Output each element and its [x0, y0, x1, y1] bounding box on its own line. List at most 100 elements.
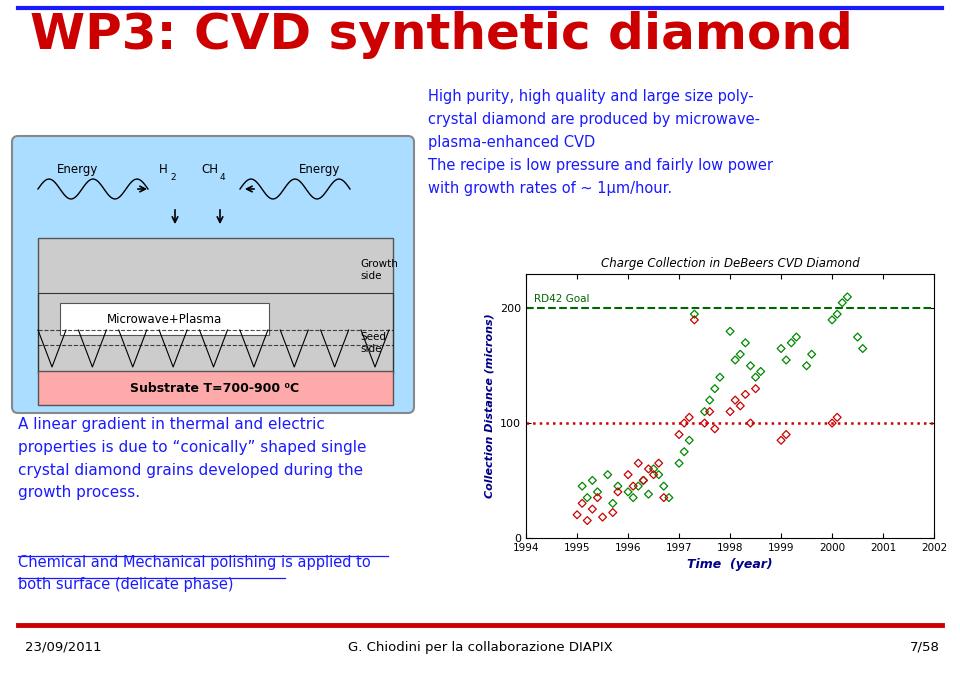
Text: Microwave+Plasma: Microwave+Plasma — [107, 312, 222, 325]
Point — [855, 343, 871, 354]
Point — [600, 469, 615, 480]
Point — [840, 291, 855, 302]
Point — [702, 395, 717, 406]
Point — [723, 406, 738, 417]
Point — [774, 343, 789, 354]
Point — [641, 488, 657, 499]
Point — [732, 400, 748, 411]
Text: CH: CH — [201, 163, 218, 176]
Point — [779, 355, 794, 366]
Point — [850, 332, 865, 342]
Point — [585, 503, 600, 514]
Point — [732, 349, 748, 360]
Point — [631, 481, 646, 492]
Point — [697, 418, 712, 429]
Point — [825, 314, 840, 325]
Text: RD42 Goal: RD42 Goal — [534, 294, 589, 304]
Point — [728, 355, 743, 366]
X-axis label: Time  (year): Time (year) — [687, 558, 773, 571]
Text: Chemical and Mechanical polishing is applied to: Chemical and Mechanical polishing is app… — [18, 555, 371, 570]
Bar — [38, 238, 393, 373]
Point — [825, 418, 840, 429]
Point — [686, 309, 702, 320]
Text: 23/09/2011: 23/09/2011 — [25, 640, 102, 653]
Point — [651, 458, 666, 469]
Point — [569, 510, 585, 521]
Point — [783, 337, 799, 348]
Point — [723, 326, 738, 337]
Point — [748, 383, 763, 394]
Point — [620, 469, 636, 480]
Point — [774, 435, 789, 446]
Point — [753, 366, 768, 377]
Point — [682, 435, 697, 446]
Point — [580, 492, 595, 503]
Text: H: H — [159, 163, 168, 176]
Point — [636, 475, 651, 486]
Point — [605, 498, 620, 509]
Point — [708, 423, 723, 434]
Point — [646, 464, 661, 475]
Point — [677, 418, 692, 429]
Text: 4: 4 — [220, 173, 226, 182]
Point — [631, 458, 646, 469]
Point — [626, 481, 641, 492]
Point — [712, 372, 728, 383]
FancyBboxPatch shape — [12, 136, 414, 413]
Text: with growth rates of ~ 1μm/hour.: with growth rates of ~ 1μm/hour. — [428, 181, 672, 196]
Text: The recipe is low pressure and fairly low power: The recipe is low pressure and fairly lo… — [428, 158, 773, 173]
Text: plasma-enhanced CVD: plasma-enhanced CVD — [428, 135, 595, 150]
Point — [702, 406, 717, 417]
Text: G. Chiodini per la collaborazione DIAPIX: G. Chiodini per la collaborazione DIAPIX — [348, 640, 612, 653]
Point — [651, 469, 666, 480]
Point — [799, 360, 814, 371]
Point — [646, 469, 661, 480]
Text: High purity, high quality and large size poly-: High purity, high quality and large size… — [428, 89, 754, 104]
Text: 7/58: 7/58 — [910, 640, 940, 653]
Point — [585, 475, 600, 486]
Text: both surface (delicate phase): both surface (delicate phase) — [18, 577, 233, 592]
Point — [605, 507, 620, 518]
Point — [708, 383, 723, 394]
Text: samples since 1995.: samples since 1995. — [527, 504, 638, 514]
Text: Energy: Energy — [58, 163, 99, 176]
Point — [748, 372, 763, 383]
Point — [611, 486, 626, 497]
Point — [737, 389, 753, 400]
Point — [829, 309, 845, 320]
Text: Fig. 4.  Charge collection distance in De Beers CVD diamond: Fig. 4. Charge collection distance in De… — [527, 489, 856, 499]
Point — [834, 297, 850, 308]
Text: Growth
side: Growth side — [360, 259, 397, 281]
Point — [589, 486, 605, 497]
Text: 2: 2 — [170, 173, 176, 182]
Point — [829, 412, 845, 423]
Point — [656, 481, 671, 492]
Point — [737, 337, 753, 348]
Point — [728, 395, 743, 406]
Bar — [38, 371, 393, 405]
Text: crystal diamond are produced by microwave-: crystal diamond are produced by microwav… — [428, 112, 760, 127]
Point — [580, 515, 595, 526]
Point — [656, 492, 671, 503]
Text: A linear gradient in thermal and electric
properties is due to “conically” shape: A linear gradient in thermal and electri… — [18, 417, 367, 501]
Point — [574, 498, 589, 509]
Point — [671, 458, 686, 469]
Text: WP3: CVD synthetic diamond: WP3: CVD synthetic diamond — [30, 11, 852, 59]
Point — [743, 360, 758, 371]
Point — [671, 429, 686, 440]
Point — [661, 492, 677, 503]
Point — [743, 418, 758, 429]
Y-axis label: Collection Distance (microns): Collection Distance (microns) — [485, 314, 494, 498]
Point — [636, 475, 651, 486]
Point — [697, 406, 712, 417]
Point — [589, 492, 605, 503]
Title: Charge Collection in DeBeers CVD Diamond: Charge Collection in DeBeers CVD Diamond — [601, 257, 859, 270]
Text: Seed
side: Seed side — [360, 332, 386, 353]
Bar — [38, 293, 393, 373]
Point — [595, 512, 611, 523]
FancyBboxPatch shape — [60, 303, 269, 335]
Point — [686, 314, 702, 325]
Text: Energy: Energy — [300, 163, 341, 176]
Point — [641, 464, 657, 475]
Point — [620, 486, 636, 497]
